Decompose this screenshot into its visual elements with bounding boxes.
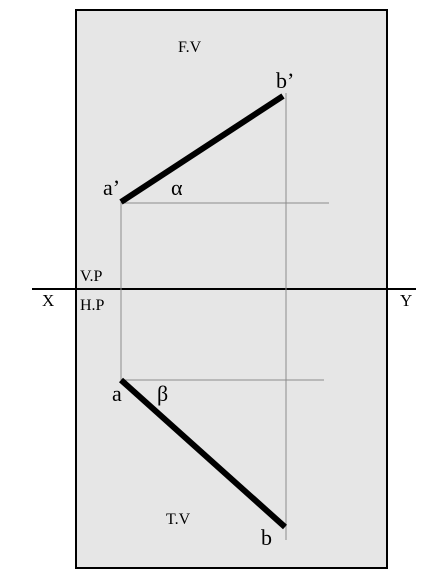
vertical-plane-label: V.P: [80, 268, 102, 285]
front-view-line: [119, 93, 285, 205]
angle-alpha-label: α: [171, 175, 183, 200]
top-view-label: T.V: [166, 511, 191, 528]
point-a-front-label: a’: [103, 175, 120, 200]
front-view-label: F.V: [178, 39, 202, 56]
point-b-front-label: b’: [276, 68, 294, 93]
axis-y-label: Y: [400, 291, 412, 310]
axis-x-label: X: [42, 291, 54, 310]
horizontal-plane-label: H.P: [80, 297, 105, 314]
top-view-line: [118, 377, 288, 530]
point-b-top-label: b: [261, 525, 272, 550]
angle-beta-label: β: [157, 381, 168, 406]
point-a-top-label: a: [112, 381, 122, 406]
